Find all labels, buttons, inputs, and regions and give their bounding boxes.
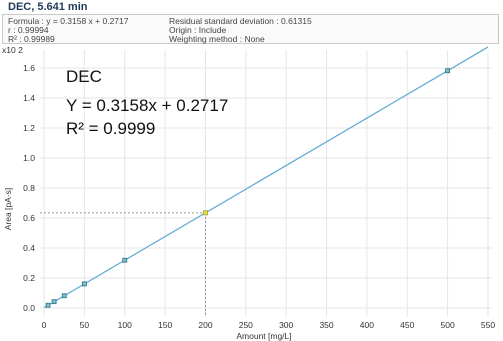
y-tick-label: 1.2 (23, 123, 35, 133)
x-tick-label: 100 (118, 320, 132, 330)
x-tick-label: 250 (239, 320, 253, 330)
calibration-chart: 0 50 100 150 200 250 300 350 400 450 500 550 0.0 0.2 0… (2, 46, 495, 341)
y-tick-label: 0.2 (23, 273, 35, 283)
compound-title: DEC, 5.641 min (8, 1, 88, 13)
data-point (122, 257, 128, 263)
y-tick-label: 0.0 (23, 303, 35, 313)
r-squared-text: R² : 0.99989 (8, 34, 55, 44)
data-point (45, 302, 51, 308)
chart-annotation-r2: R² = 0.9999 (66, 119, 155, 138)
data-points (45, 68, 451, 308)
residual-sd-text: Residual standard deviation : 0.61315 (169, 16, 312, 26)
x-tick-label: 300 (279, 320, 293, 330)
tick-labels: 0 50 100 150 200 250 300 350 400 450 500 550 0.0 0.2 0… (23, 63, 495, 330)
calibration-info-box: Formula : y = 0.3158 x + 0.2717 r : 0.99… (2, 14, 499, 44)
y-tick-label: 1.4 (23, 93, 35, 103)
x-tick-label: 500 (441, 320, 455, 330)
x-tick-label: 550 (481, 320, 495, 330)
data-point (61, 293, 67, 299)
x-tick-label: 0 (42, 320, 47, 330)
reference-lines (40, 212, 206, 317)
chart-annotation-equation: Y = 0.3158x + 0.2717 (66, 96, 228, 115)
x-tick-label: 450 (400, 320, 414, 330)
y-tick-label: 0.6 (23, 213, 35, 223)
weighting-text: Weighting method : None (169, 34, 265, 44)
data-point (51, 299, 57, 305)
x-tick-label: 200 (198, 320, 212, 330)
data-point (81, 281, 87, 287)
y-tick-label: 0.4 (23, 243, 35, 253)
y-tick-label: 1.0 (23, 153, 35, 163)
y-tick-label: 0.8 (23, 183, 35, 193)
highlight-data-point (203, 210, 208, 216)
y-axis-title: Area [pA·s] (3, 188, 13, 231)
fit-line (43, 46, 489, 309)
formula-text: Formula : y = 0.3158 x + 0.2717 (8, 16, 129, 26)
data-point (445, 68, 451, 74)
calibration-header: DEC, 5.641 min Formula : y = 0.3158 x + … (0, 0, 503, 46)
x-tick-label: 350 (319, 320, 333, 330)
origin-text: Origin : Include (169, 25, 227, 35)
y-tick-label: 1.6 (23, 63, 35, 73)
grid (40, 50, 492, 317)
y-multiplier-label: x10 2 (2, 46, 23, 55)
chart-annotation-title: DEC (66, 67, 102, 86)
x-tick-label: 150 (158, 320, 172, 330)
x-tick-label: 400 (360, 320, 374, 330)
x-axis-title: Amount [mg/L] (236, 331, 291, 341)
r-value-text: r : 0.99994 (8, 25, 49, 35)
x-tick-label: 50 (80, 320, 90, 330)
fit-line-group (43, 46, 489, 309)
